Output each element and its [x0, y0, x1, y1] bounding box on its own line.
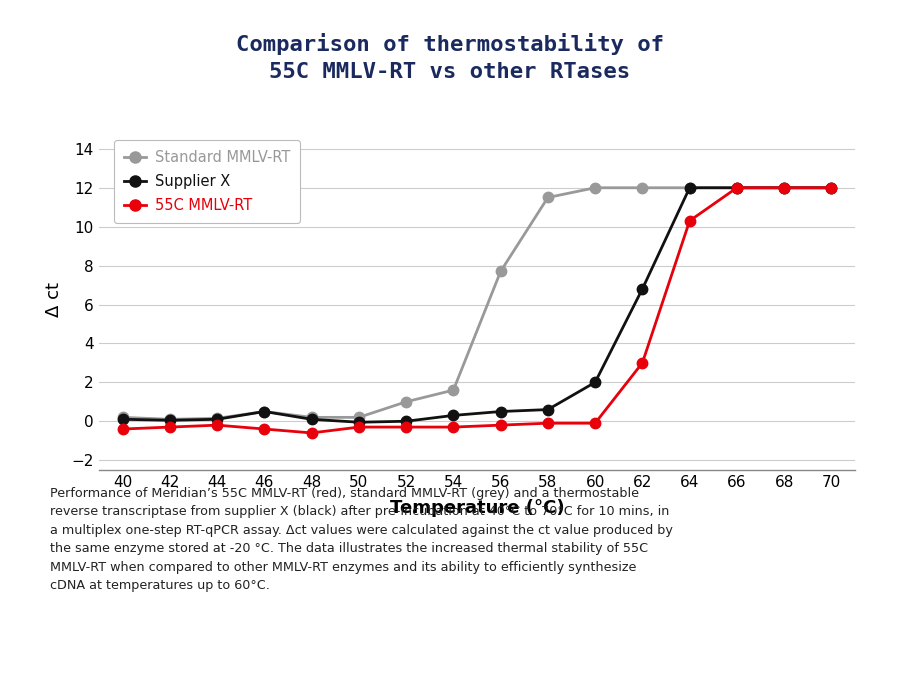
Text: 55C MMLV-RT vs other RTases: 55C MMLV-RT vs other RTases	[269, 61, 631, 82]
X-axis label: Temperature (°C): Temperature (°C)	[390, 498, 564, 517]
Text: Comparison of thermostability of: Comparison of thermostability of	[236, 33, 664, 55]
Y-axis label: Δ ct: Δ ct	[45, 282, 63, 317]
Text: Performance of Meridian’s 55C MMLV-RT (red), standard MMLV-RT (grey) and a therm: Performance of Meridian’s 55C MMLV-RT (r…	[50, 487, 672, 592]
Legend: Standard MMLV-RT, Supplier X, 55C MMLV-RT: Standard MMLV-RT, Supplier X, 55C MMLV-R…	[114, 140, 301, 223]
